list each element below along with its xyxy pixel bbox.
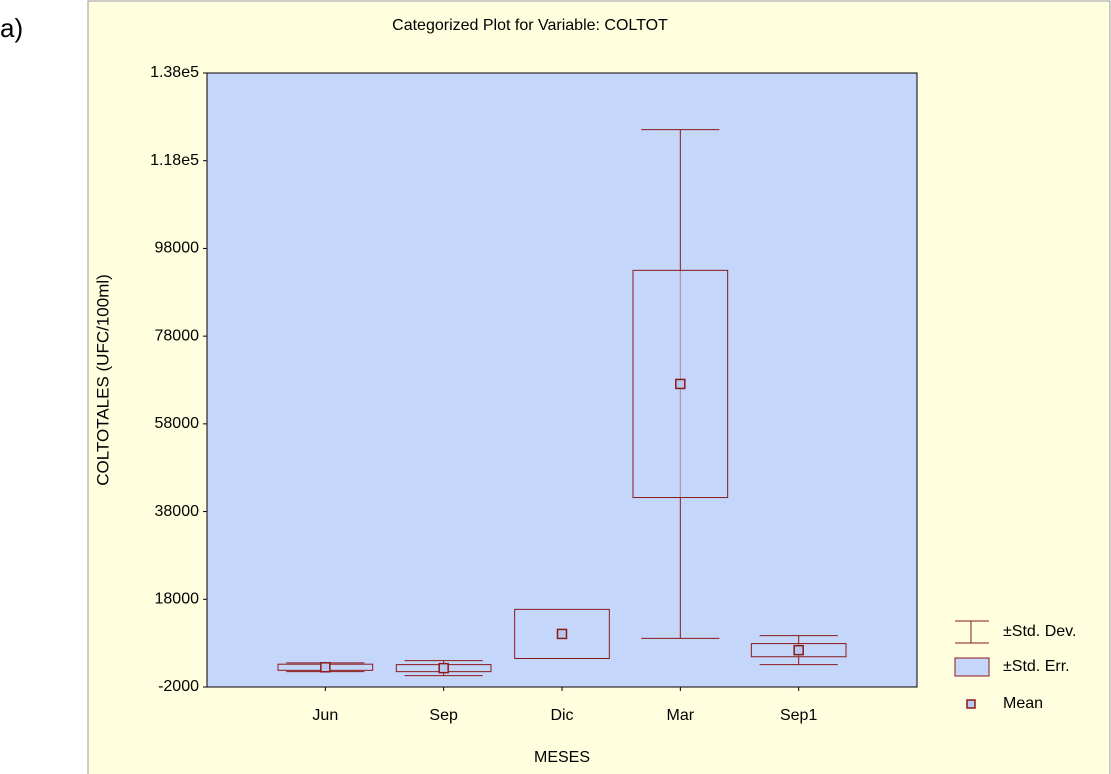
x-tick-label: Jun [312, 707, 338, 724]
legend-swatch [954, 657, 990, 677]
y-axis-label: COLTOTALES (UFC/100ml) [93, 274, 112, 486]
panel-label: a) [0, 13, 23, 43]
y-tick-label: -2000 [158, 678, 199, 695]
x-tick-label: Dic [550, 707, 573, 724]
y-tick-label: 78000 [155, 327, 200, 344]
x-tick-label: Mar [667, 707, 695, 724]
legend-label: Mean [1003, 695, 1043, 712]
y-tick-label: 1.18e5 [150, 152, 199, 169]
y-tick-label: 38000 [155, 503, 200, 520]
x-axis-label: MESES [534, 749, 590, 766]
y-tick-label: 98000 [155, 240, 200, 257]
plot-area [206, 72, 918, 688]
y-tick-label: 1.38e5 [150, 64, 199, 81]
legend-label: ±Std. Dev. [1003, 623, 1076, 640]
x-tick-label: Sep [429, 707, 458, 724]
mean-marker [793, 644, 804, 656]
mean-marker [556, 628, 568, 640]
x-tick-label: Sep1 [780, 707, 817, 724]
mean-marker [675, 378, 686, 390]
legend-label: ±Std. Err. [1003, 658, 1070, 675]
y-tick-label: 18000 [155, 591, 200, 608]
legend-swatch [966, 699, 976, 709]
chart-title: Categorized Plot for Variable: COLTOT [392, 17, 668, 34]
mean-marker [320, 662, 331, 673]
mean-marker [438, 662, 449, 674]
y-tick-label: 58000 [155, 415, 200, 432]
